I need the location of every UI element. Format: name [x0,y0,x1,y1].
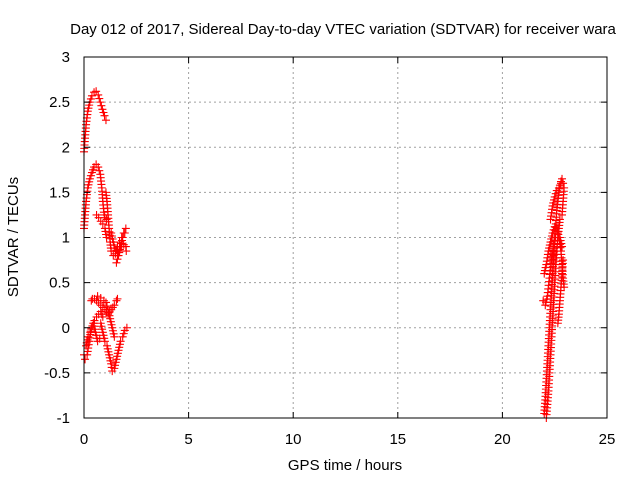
data-point-plus [122,323,131,332]
y-tick-label: -0.5 [44,365,70,382]
chart-title: Day 012 of 2017, Sidereal Day-to-day VTE… [70,21,616,38]
y-tick-label: 0.5 [49,275,70,292]
data-point-plus [118,233,127,242]
data-point-plus [110,301,119,310]
data-point-plus [113,294,122,303]
data-point-plus [97,101,106,110]
data-point-plus [96,98,105,107]
data-point-plus [558,174,567,183]
data-point-plus [120,228,129,237]
data-point-plus [87,91,96,100]
y-tick-label: 3 [62,49,70,66]
data-point-plus [94,90,103,99]
x-tick-labels: 0 5 10 15 20 25 [80,431,616,448]
data-point-plus [100,111,109,120]
y-tick-labels: -1 -0.5 0 0.5 1 1.5 2 2.5 3 [44,49,70,427]
x-tick-label: 5 [184,431,192,448]
data-point-plus [95,166,104,175]
y-tick-label: 2 [62,139,70,156]
grid [84,57,607,418]
data-point-plus [98,219,107,228]
x-tick-label: 25 [599,431,616,448]
x-axis-label: GPS time / hours [288,457,402,474]
data-point-plus [94,163,103,172]
data-point-plus [559,179,568,188]
data-point-plus [116,337,125,346]
data-point-plus [81,355,90,364]
data-point-plus [94,213,103,222]
data-point-plus [84,332,93,341]
data-point-plus [553,319,562,328]
data-point-plus [558,210,567,219]
y-tick-label: 0 [62,320,70,337]
x-tick-label: 15 [389,431,406,448]
data-point-plus [88,294,97,303]
y-tick-label: -1 [57,410,70,427]
data-point-plus [121,224,130,233]
x-tick-label: 0 [80,431,88,448]
data-point-plus [112,258,121,267]
data-point-plus [99,296,108,305]
data-point-plus [92,87,101,96]
data-point-plus [95,94,104,103]
data-point-plus [110,332,119,341]
data-point-plus [101,116,110,125]
data-point-plus [90,316,99,325]
y-tick-label: 2.5 [49,94,70,111]
data-point-plus [113,255,122,264]
y-tick-label: 1 [62,230,70,247]
data-point-plus [122,247,131,256]
axis-ticks [83,56,608,419]
data-point-plus [101,298,110,307]
data-point-plus [98,312,107,321]
data-point-plus [100,337,109,346]
y-tick-label: 1.5 [49,184,70,201]
data-point-plus [112,296,121,305]
y-axis-label: SDTVAR / TECUs [5,177,22,297]
data-point-plus [555,215,564,224]
x-tick-label: 20 [494,431,511,448]
x-tick-label: 10 [285,431,302,448]
data-point-plus [90,88,99,97]
data-marks [80,87,569,422]
data-point-plus [550,222,559,231]
